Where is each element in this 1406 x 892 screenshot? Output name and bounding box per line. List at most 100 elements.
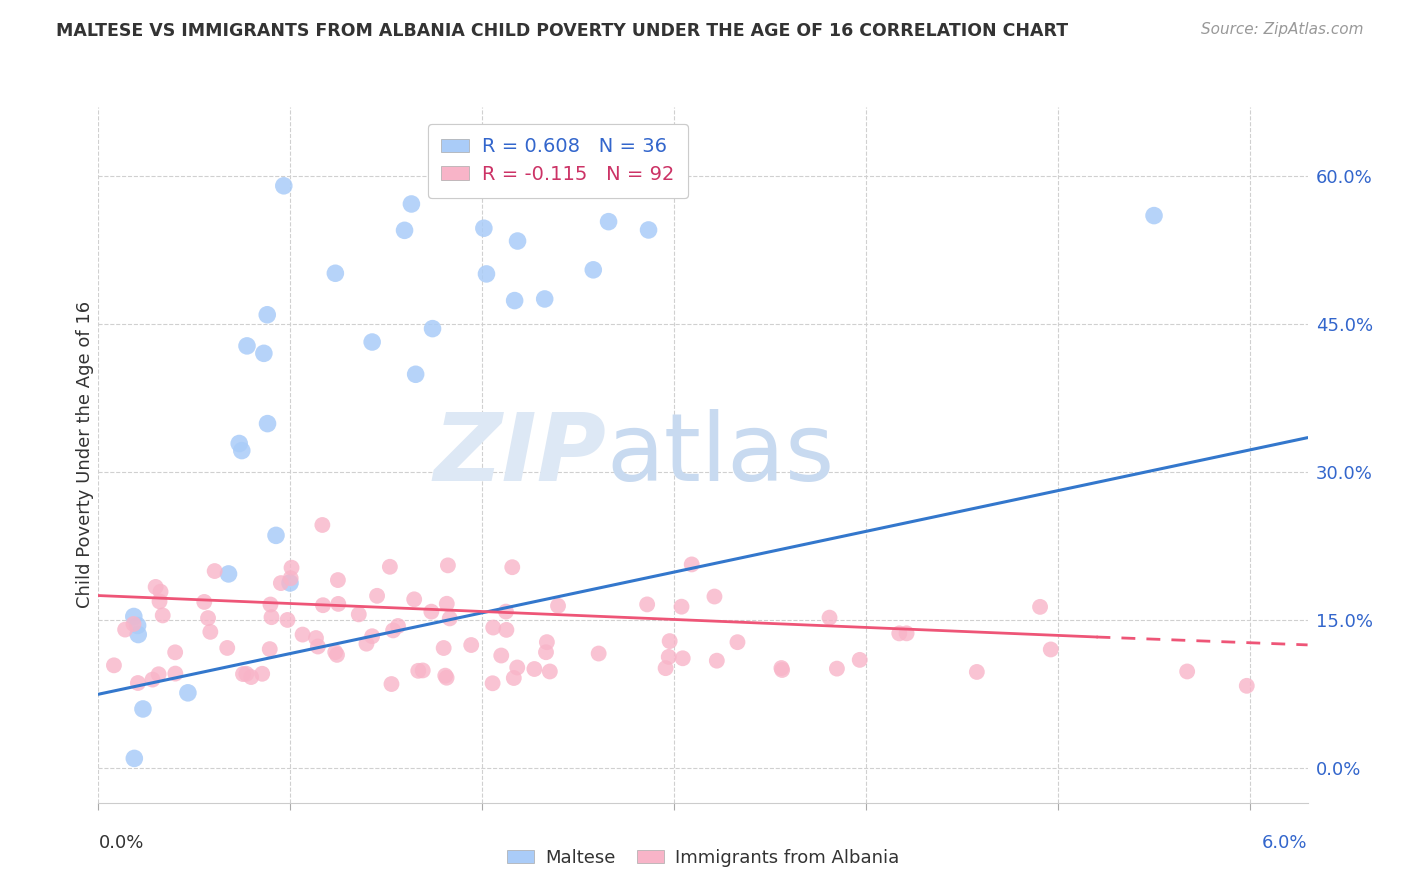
Point (236, 339, 259, 353)
Point (541, 149, 564, 163)
Point (141, 673, 163, 687)
Point (165, 645, 187, 659)
Point (291, 627, 314, 641)
Text: 0.0%: 0.0% (98, 834, 143, 852)
Point (311, 518, 333, 533)
Point (250, 666, 273, 681)
Point (658, 649, 681, 664)
Point (312, 598, 335, 612)
Point (165, 666, 187, 681)
Point (538, 665, 561, 679)
Point (506, 234, 529, 248)
Point (122, 617, 145, 632)
Point (727, 635, 749, 649)
Point (193, 595, 215, 609)
Point (378, 559, 401, 574)
Point (217, 640, 239, 655)
Point (264, 528, 287, 542)
Point (595, 149, 617, 163)
Text: MALTESE VS IMMIGRANTS FROM ALBANIA CHILD POVERTY UNDER THE AGE OF 16 CORRELATION: MALTESE VS IMMIGRANTS FROM ALBANIA CHILD… (56, 22, 1069, 40)
Point (328, 597, 350, 611)
Point (966, 665, 988, 679)
Point (475, 267, 498, 281)
Point (232, 667, 254, 681)
Point (1236, 679, 1258, 693)
Point (422, 321, 444, 335)
Point (502, 671, 524, 685)
Point (706, 654, 728, 668)
Point (278, 576, 301, 591)
Point (280, 571, 302, 585)
Point (501, 560, 523, 574)
Point (387, 619, 409, 633)
Point (270, 576, 292, 591)
Point (1039, 642, 1062, 657)
Point (654, 661, 676, 675)
Point (460, 638, 482, 652)
Point (347, 607, 370, 622)
Point (1175, 665, 1198, 679)
Point (253, 346, 276, 360)
Text: atlas: atlas (606, 409, 835, 501)
Y-axis label: Child Poverty Under the Age of 16: Child Poverty Under the Age of 16 (76, 301, 94, 608)
Legend: Maltese, Immigrants from Albania: Maltese, Immigrants from Albania (499, 842, 907, 874)
Point (658, 634, 681, 648)
Point (1143, 209, 1166, 223)
Point (204, 564, 226, 578)
Point (276, 613, 298, 627)
Point (323, 645, 346, 659)
Point (582, 262, 605, 277)
Point (671, 599, 693, 614)
Point (235, 666, 257, 681)
Point (394, 223, 416, 237)
Text: Source: ZipAtlas.com: Source: ZipAtlas.com (1201, 22, 1364, 37)
Point (127, 618, 149, 632)
Point (672, 651, 695, 665)
Point (256, 417, 278, 431)
Point (406, 664, 429, 678)
Point (436, 597, 458, 611)
Point (114, 623, 136, 637)
Point (256, 308, 278, 322)
Point (439, 611, 461, 625)
Point (491, 648, 513, 663)
Point (273, 178, 295, 193)
Point (260, 610, 283, 624)
Point (326, 648, 349, 662)
Point (197, 611, 219, 625)
Point (149, 584, 172, 599)
Point (588, 647, 610, 661)
Point (412, 664, 434, 678)
Point (380, 677, 402, 691)
Point (1029, 599, 1052, 614)
Point (495, 605, 517, 619)
Point (434, 668, 457, 682)
Point (825, 662, 848, 676)
Point (103, 658, 125, 673)
Point (503, 293, 526, 308)
Point (681, 558, 703, 572)
Point (122, 609, 145, 624)
Point (305, 631, 328, 645)
Point (436, 671, 458, 685)
Point (132, 702, 155, 716)
Point (523, 662, 546, 676)
Point (770, 661, 793, 675)
Point (420, 605, 443, 619)
Point (259, 598, 281, 612)
Point (506, 660, 529, 674)
Point (533, 292, 555, 306)
Point (637, 223, 659, 237)
Point (231, 443, 253, 458)
Point (307, 640, 329, 654)
Point (127, 676, 149, 690)
Point (818, 610, 841, 624)
Point (152, 608, 174, 623)
Point (280, 560, 302, 574)
Point (356, 637, 378, 651)
Point (472, 221, 495, 235)
Point (218, 566, 240, 581)
Point (127, 627, 149, 641)
Point (326, 573, 349, 587)
Point (401, 197, 423, 211)
